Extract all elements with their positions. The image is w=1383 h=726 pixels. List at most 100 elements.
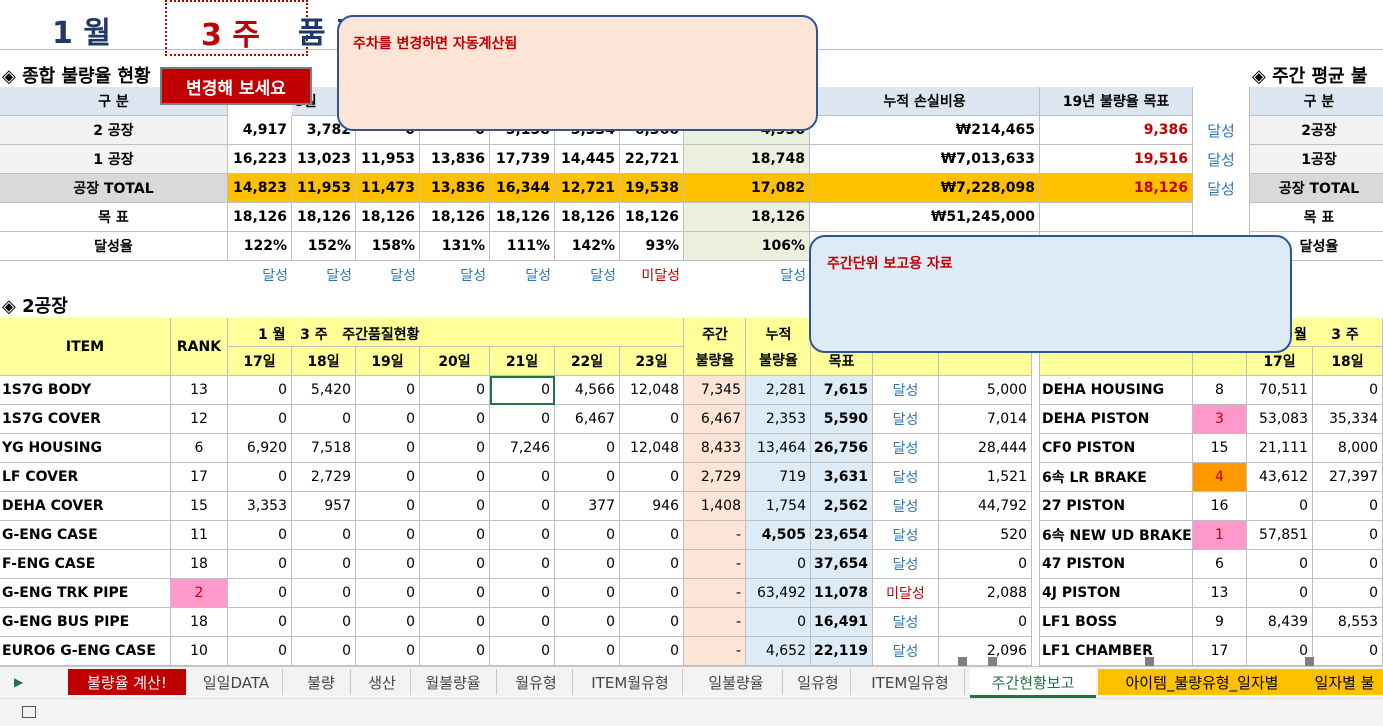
day-value[interactable]: 0 xyxy=(1313,521,1383,550)
row-label[interactable]: 2공장 xyxy=(1249,116,1383,145)
header-day[interactable]: 20일 xyxy=(420,347,490,376)
day-value[interactable]: 0 xyxy=(228,521,292,550)
day-value[interactable]: 70,511 xyxy=(1247,376,1313,405)
day-value[interactable]: 0 xyxy=(420,405,490,434)
result-cell[interactable]: 달성 xyxy=(873,608,939,637)
day-value[interactable]: 0 xyxy=(228,608,292,637)
result-cell[interactable]: 달성 xyxy=(1207,180,1235,198)
item-name[interactable]: 1S7G BODY xyxy=(0,376,171,405)
header-day[interactable]: 18일 xyxy=(292,347,356,376)
weekly-rate[interactable]: 1,408 xyxy=(684,492,746,521)
header-rank[interactable]: RANK xyxy=(171,318,228,376)
goal-cell[interactable]: 22,119 xyxy=(811,637,873,666)
row-label[interactable]: 1 공장 xyxy=(0,145,228,174)
resize-handle[interactable] xyxy=(988,657,997,666)
target-cell[interactable]: 9,386 xyxy=(1040,116,1193,145)
goal-cell[interactable]: 26,756 xyxy=(811,434,873,463)
day-value[interactable]: 12,048 xyxy=(620,434,684,463)
header-weekly[interactable] xyxy=(684,318,746,376)
item-name[interactable]: DEHA PISTON xyxy=(1039,405,1193,434)
day-value[interactable]: 0 xyxy=(420,434,490,463)
header-day[interactable]: 19일 xyxy=(356,347,420,376)
day-value[interactable]: 0 xyxy=(490,521,555,550)
header-item[interactable]: ITEM xyxy=(0,318,171,376)
header-day[interactable]: 23일 xyxy=(620,347,684,376)
day-value[interactable]: 0 xyxy=(356,521,420,550)
day-value[interactable]: 0 xyxy=(620,550,684,579)
extra-value[interactable]: 520 xyxy=(939,521,1032,550)
value-cell[interactable]: 19,538 xyxy=(620,174,684,203)
day-value[interactable]: 0 xyxy=(555,550,620,579)
rank-cell[interactable]: 15 xyxy=(1193,434,1247,463)
result-cell[interactable] xyxy=(1193,203,1249,232)
item-name[interactable]: EURO6 G-ENG CASE xyxy=(0,637,171,666)
header-day[interactable]: 22일 xyxy=(555,347,620,376)
day-value[interactable]: 0 xyxy=(620,608,684,637)
day-value[interactable]: 0 xyxy=(420,376,490,405)
sheet-tab[interactable]: 일자별 불 xyxy=(1306,669,1383,695)
day-value[interactable]: 0 xyxy=(420,492,490,521)
day-value[interactable]: 0 xyxy=(620,579,684,608)
cum-rate[interactable]: 1,754 xyxy=(746,492,811,521)
day-value[interactable]: 0 xyxy=(292,521,356,550)
value-cell[interactable]: 14,823 xyxy=(228,174,292,203)
rank-cell[interactable]: 3 xyxy=(1193,405,1247,434)
day-value[interactable]: 2,729 xyxy=(292,463,356,492)
result-label[interactable]: 미달성 xyxy=(641,268,680,284)
sheet-tab[interactable]: 주간현황보고 xyxy=(970,669,1096,698)
goal-cell[interactable]: 11,078 xyxy=(811,579,873,608)
row-label[interactable]: 2 공장 xyxy=(0,116,228,145)
item-name[interactable]: 1S7G COVER xyxy=(0,405,171,434)
sheet-tab[interactable]: 월유형 xyxy=(500,669,573,695)
sheet-tab[interactable]: 일불량율 xyxy=(690,669,783,695)
cost-cell[interactable]: ₩7,228,098 xyxy=(810,174,1040,203)
value-cell[interactable]: 14,445 xyxy=(555,145,620,174)
result-cell[interactable]: 달성 xyxy=(873,434,939,463)
result-cell[interactable]: 달성 xyxy=(873,492,939,521)
rank-cell[interactable]: 12 xyxy=(171,405,228,434)
result-cell[interactable]: 달성 xyxy=(873,550,939,579)
sheet-tab[interactable]: 일유형 xyxy=(786,669,851,695)
day-value[interactable]: 0 xyxy=(356,405,420,434)
row-label[interactable]: 목 표 xyxy=(1249,203,1383,232)
sheet-tab[interactable]: 일일DATA xyxy=(190,669,283,695)
day-value[interactable]: 5,420 xyxy=(292,376,356,405)
result-label[interactable]: 달성 xyxy=(326,268,352,284)
result-label[interactable]: 달성 xyxy=(525,268,551,284)
day-value[interactable]: 0 xyxy=(555,463,620,492)
day-value[interactable]: 0 xyxy=(228,579,292,608)
item-name[interactable]: 6속 LR BRAKE xyxy=(1039,463,1193,492)
value-cell[interactable]: 158% xyxy=(356,232,420,261)
result-cell[interactable]: 달성 xyxy=(1207,122,1235,140)
day-value[interactable]: 0 xyxy=(420,550,490,579)
avg-cell[interactable]: 17,082 xyxy=(684,174,810,203)
rank-cell[interactable]: 17 xyxy=(1193,637,1247,666)
cost-cell[interactable]: ₩51,245,000 xyxy=(810,203,1040,232)
day-value[interactable]: 0 xyxy=(356,434,420,463)
day-value[interactable]: 21,111 xyxy=(1247,434,1313,463)
result-label[interactable]: 달성 xyxy=(590,268,616,284)
day-value[interactable]: 0 xyxy=(490,463,555,492)
day-value[interactable]: 0 xyxy=(490,492,555,521)
rank-cell[interactable]: 9 xyxy=(1193,608,1247,637)
extra-value[interactable]: 7,014 xyxy=(939,405,1032,434)
cum-rate[interactable]: 63,492 xyxy=(746,579,811,608)
day-value[interactable]: 3,353 xyxy=(228,492,292,521)
result-cell[interactable]: 달성 xyxy=(1207,151,1235,169)
value-cell[interactable]: 11,953 xyxy=(356,145,420,174)
macro-record-icon[interactable] xyxy=(22,706,36,718)
sheet-tab[interactable]: ITEM일유형 xyxy=(856,669,965,695)
header-week-status[interactable] xyxy=(228,318,684,347)
rank-cell[interactable]: 6 xyxy=(171,434,228,463)
day-value[interactable]: 0 xyxy=(292,405,356,434)
day-value[interactable]: 0 xyxy=(555,579,620,608)
target-cell[interactable]: 18,126 xyxy=(1040,174,1193,203)
day-value[interactable]: 0 xyxy=(228,550,292,579)
day-value[interactable]: 0 xyxy=(356,550,420,579)
item-name[interactable]: 6속 NEW UD BRAKE xyxy=(1039,521,1193,550)
cum-rate[interactable]: 719 xyxy=(746,463,811,492)
day-value[interactable]: 0 xyxy=(1313,637,1383,666)
item-name[interactable]: LF COVER xyxy=(0,463,171,492)
item-name[interactable]: DEHA COVER xyxy=(0,492,171,521)
day-value[interactable]: 0 xyxy=(1313,550,1383,579)
